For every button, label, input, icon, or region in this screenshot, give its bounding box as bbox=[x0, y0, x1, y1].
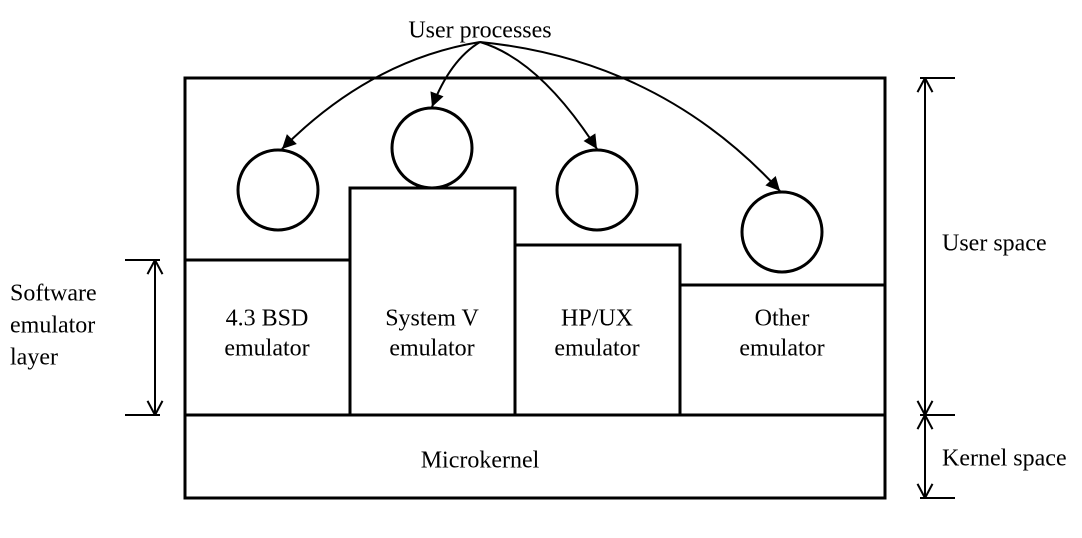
emulator-label-hpux-0: HP/UX bbox=[561, 306, 633, 332]
user-space-label: User space bbox=[942, 231, 1047, 257]
microkernel-label: Microkernel bbox=[421, 448, 540, 474]
microkernel-diagram: Microkernel 4.3 BSD emulator System V emulat… bbox=[0, 0, 1082, 533]
emulator-label-other-0: Other bbox=[755, 306, 810, 332]
software-emulator-layer-label-0: Software bbox=[10, 281, 97, 307]
user-process-circle-1 bbox=[392, 108, 472, 188]
emulator-label-systemv-1: emulator bbox=[389, 336, 474, 362]
emulator-label-systemv-0: System V bbox=[385, 306, 479, 332]
emulator-label-hpux-1: emulator bbox=[554, 336, 639, 362]
user-processes-label: User processes bbox=[408, 18, 551, 44]
user-process-circle-3 bbox=[742, 192, 822, 272]
user-process-circle-2 bbox=[557, 150, 637, 230]
user-process-arrow-2 bbox=[480, 42, 597, 149]
user-process-circle-0 bbox=[238, 150, 318, 230]
emulator-label-bsd-0: 4.3 BSD bbox=[226, 306, 309, 332]
emulator-label-other-1: emulator bbox=[739, 336, 824, 362]
software-emulator-layer-label-2: layer bbox=[10, 345, 58, 371]
emulator-label-bsd-1: emulator bbox=[224, 336, 309, 362]
software-emulator-layer-label-1: emulator bbox=[10, 313, 95, 339]
emulator-box-systemv bbox=[350, 188, 515, 415]
kernel-space-label: Kernel space bbox=[942, 446, 1067, 472]
